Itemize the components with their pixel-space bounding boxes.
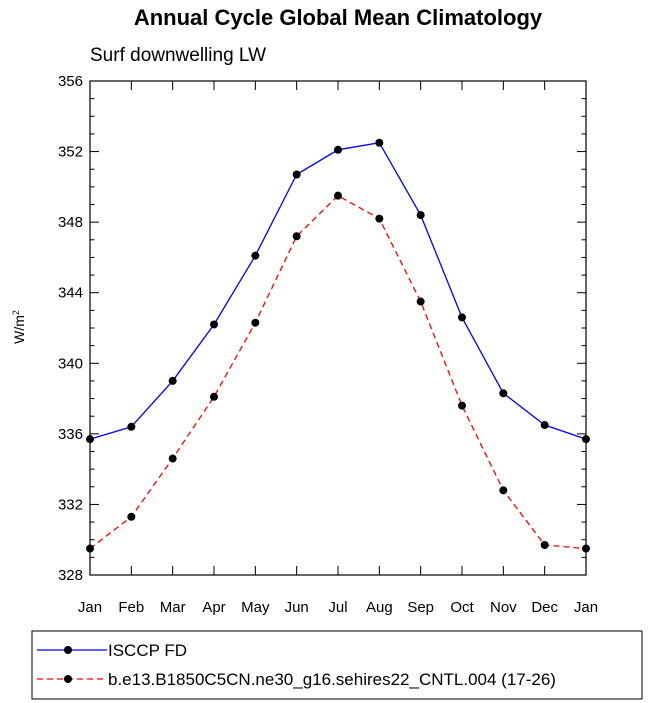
series-0-point [499, 389, 508, 398]
series-1-point [210, 392, 218, 401]
series-0-point [540, 421, 549, 430]
x-tick-label: Jun [285, 599, 309, 616]
y-axis-label-superscript: 2 [11, 310, 21, 315]
y-axis-label-base: W/m [11, 315, 27, 344]
series-1-point [334, 191, 342, 200]
y-tick-label: 328 [58, 567, 83, 584]
series-1-point [499, 486, 508, 495]
y-tick-label: 352 [58, 144, 83, 161]
series-1-point [292, 232, 301, 241]
series-0-point [416, 211, 425, 220]
chart-title: Annual Cycle Global Mean Climatology [134, 5, 543, 30]
chart-subtitle: Surf downwelling LW [90, 45, 266, 66]
x-tick-label: May [241, 599, 270, 616]
y-tick-label: 348 [58, 214, 83, 231]
y-tick-label: 356 [58, 73, 83, 90]
y-axis-label: W/m2 [11, 310, 27, 344]
x-tick-label: Feb [118, 599, 144, 616]
x-tick-label: Aug [366, 599, 393, 616]
legend-marker-isccp [64, 646, 72, 654]
legend-marker-model [64, 675, 72, 683]
series-0-point [458, 313, 466, 322]
legend-box [31, 630, 643, 700]
y-tick-label: 344 [58, 285, 83, 302]
series-1-point [540, 541, 549, 550]
x-tick-label: Apr [202, 599, 225, 616]
series-0-point [127, 422, 136, 431]
legend-label-isccp: ISCCP FD [108, 641, 187, 660]
series-0-point [582, 435, 590, 444]
x-tick-label: Jan [574, 599, 598, 616]
series-0-point [334, 145, 342, 154]
x-tick-label: Sep [407, 599, 434, 616]
x-tick-label: Jul [328, 599, 347, 616]
series-0-point [251, 251, 260, 260]
series-1-point [251, 318, 260, 327]
series-line-1 [89, 194, 587, 550]
series-1-point [458, 401, 466, 410]
x-tick-label: Oct [450, 599, 474, 616]
series-1-point [86, 544, 94, 553]
legend: ISCCP FD b.e13.B1850C5CN.ne30_g16.sehire… [31, 630, 643, 700]
x-tick-label: Jan [78, 599, 102, 616]
x-tick-label: Nov [490, 599, 517, 616]
series-1-point [127, 512, 136, 521]
y-tick-label: 336 [58, 426, 83, 443]
series-1-point [416, 297, 425, 306]
series-1-point [168, 454, 177, 463]
series-line-0 [89, 142, 587, 440]
series-0-point [168, 376, 177, 385]
series-1-point [375, 214, 384, 223]
series-0-point [86, 435, 94, 444]
y-tick-label: 340 [58, 355, 83, 372]
x-tick-label: Dec [531, 599, 558, 616]
x-tick-label: Mar [160, 599, 186, 616]
series-1-point [582, 544, 590, 553]
series-0-point [210, 320, 218, 329]
legend-label-model: b.e13.B1850C5CN.ne30_g16.sehires22_CNTL.… [108, 670, 556, 689]
series-0-point [375, 138, 384, 147]
plot-frame [89, 80, 587, 576]
y-tick-label: 332 [58, 496, 83, 513]
plot-area: 328 332 336 340 344 348 352 356 Jan Feb Mar Apr May J… [58, 73, 598, 616]
series-0-point [292, 170, 301, 179]
